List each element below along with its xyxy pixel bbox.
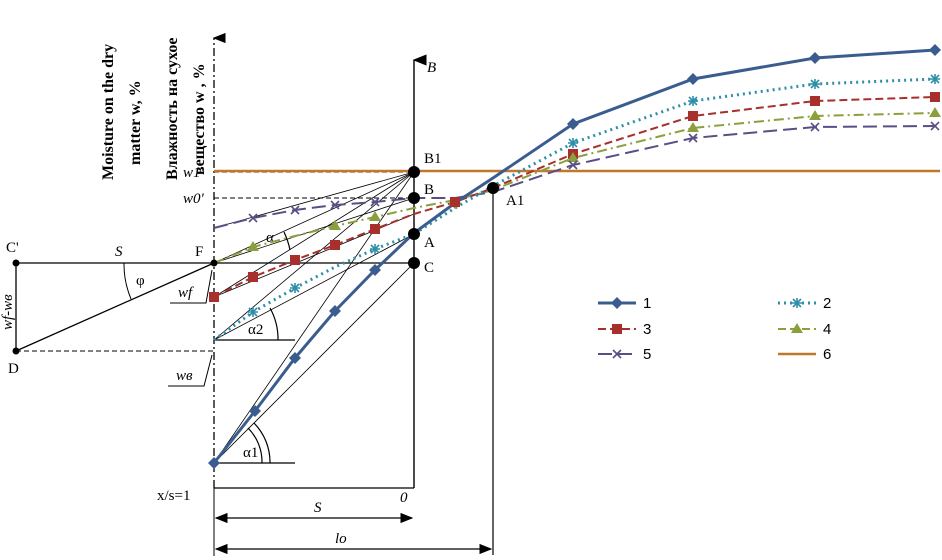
label-A1: A1 [506,193,524,209]
legend-item-6: 6 [778,346,831,363]
alpha1-arc-2 [253,422,271,464]
key-points [12,166,499,355]
label-wv: wв [176,368,193,384]
zero-label: 0 [400,490,408,506]
dim-s-label-top: S [115,244,123,260]
curve-5 [213,125,936,229]
legend-label-6: 6 [823,346,831,363]
b-axis-label: B [427,60,436,76]
phi-label: φ [136,273,145,289]
center-crossing-markers [449,197,461,209]
axis-title-en-2: matter w, % [127,80,144,165]
alpha2-arc [269,307,279,341]
axis-title-ru-1: Влажность на сухое [164,38,181,181]
curve-4-markers [247,107,941,251]
legend-label-5: 5 [643,346,651,363]
curve-5-markers [248,121,940,223]
alpha1-label: α1 [243,445,258,461]
alpha1-arc [247,427,263,464]
alpha2-label: α2 [248,322,263,338]
phi-arc [123,262,132,300]
legend-item-1: 1 [598,295,651,312]
wf-leader [170,269,213,304]
label-A: A [424,235,435,251]
wf-wv-label: wf-wв [0,294,16,330]
curve-2 [213,77,936,342]
label-D: D [8,361,19,377]
label-w0p: w0' [183,191,205,207]
curve-4 [213,112,936,264]
xs-label: x/s=1 [157,488,190,504]
d-f-line [15,262,215,352]
legend-item-3: 3 [598,321,651,338]
axis-title-ru-2: вещество w , % [191,63,208,175]
alpha-arc [283,231,291,251]
legend-label-4: 4 [823,321,831,338]
legend: 1 2 3 4 5 6 [598,295,831,363]
legend-item-2: 2 [778,295,831,312]
legend-label-2: 2 [823,295,831,312]
legend-item-4: 4 [778,321,831,338]
curve-2-markers [248,74,940,317]
alpha-label: α [266,230,274,246]
label-B1: B1 [424,151,442,167]
dim-lo-label: lo [335,531,347,547]
legend-label-1: 1 [643,295,651,312]
legend-item-5: 5 [598,346,651,363]
label-B: B [424,182,434,198]
curve-1-markers [208,44,941,469]
axis-title-en-1: Moisture on the dry [100,44,117,180]
label-C: C [424,260,434,276]
legend-label-3: 3 [643,321,651,338]
label-wf: wf [178,285,194,301]
label-Cp: C' [6,240,19,256]
label-w1p: w1' [183,165,205,181]
curve-3 [213,96,936,298]
dim-s-label-bottom: S [314,500,322,516]
wv-leader [168,354,213,387]
curve-1 [212,48,936,464]
label-F: F [195,244,203,260]
